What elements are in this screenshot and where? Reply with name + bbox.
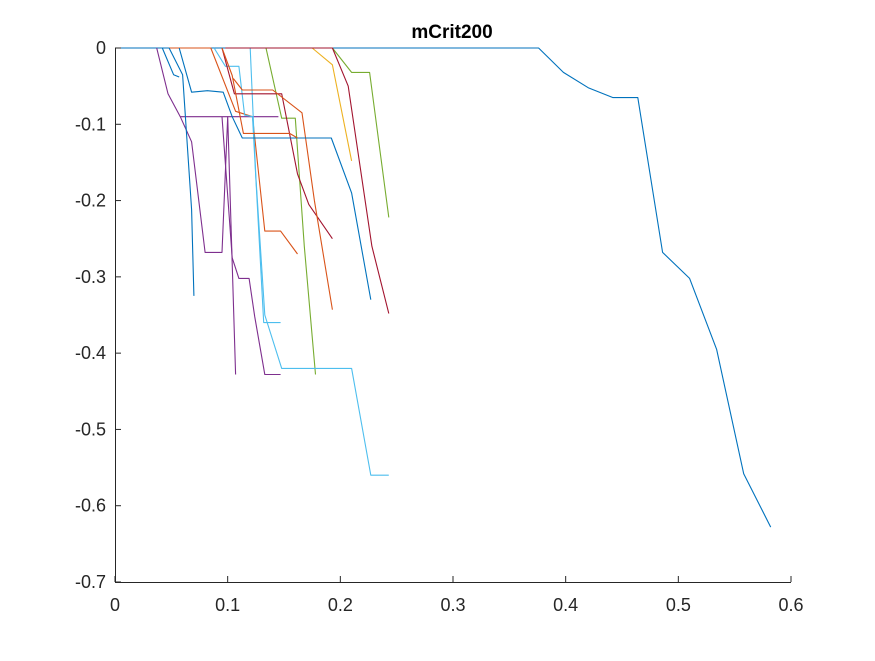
series-line-13 xyxy=(232,78,333,310)
series-line-3 xyxy=(311,47,353,162)
x-tick-label: 0.2 xyxy=(328,595,353,615)
series-line-1 xyxy=(115,47,772,528)
series-line-15 xyxy=(168,47,195,296)
series-line-12 xyxy=(225,47,390,314)
x-tick-label: 0.3 xyxy=(440,595,465,615)
x-tick-label: 0.4 xyxy=(553,595,578,615)
series-line-14 xyxy=(178,47,372,300)
series-line-11 xyxy=(221,47,333,240)
chart-title: mCrit200 xyxy=(411,22,492,43)
x-tick-label: 0.1 xyxy=(215,595,240,615)
series-line-8 xyxy=(312,47,390,218)
x-tick-label: 0.5 xyxy=(666,595,691,615)
x-tick-label: 0.6 xyxy=(778,595,803,615)
y-tick-label: -0.2 xyxy=(75,191,106,211)
series-line-7 xyxy=(265,47,317,375)
x-tick-label: 0 xyxy=(110,595,120,615)
series-line-5 xyxy=(179,116,237,375)
series-line-10 xyxy=(249,47,389,476)
series-line-16 xyxy=(161,47,180,78)
y-tick-label: -0.5 xyxy=(75,419,106,439)
y-tick-label: -0.3 xyxy=(75,267,106,287)
y-tick-label: -0.4 xyxy=(75,343,106,363)
series-line-4 xyxy=(156,47,279,118)
series-line-9 xyxy=(213,47,281,324)
series-layer xyxy=(115,47,772,528)
series-line-17 xyxy=(221,47,298,139)
series-line-6 xyxy=(221,116,281,376)
y-tick-label: -0.1 xyxy=(75,114,106,134)
y-tick-label: -0.7 xyxy=(75,572,106,592)
y-tick-label: -0.6 xyxy=(75,496,106,516)
axes: 0 0.1 0.2 0.3 0.4 0.5 0.6 0 -0.1 -0.2 -0.3 -0.4 -0.5… xyxy=(75,38,804,615)
y-tick-label: 0 xyxy=(96,38,106,58)
